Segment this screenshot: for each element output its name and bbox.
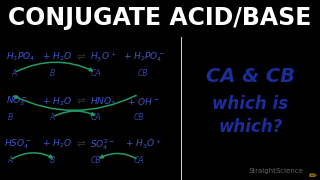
Text: StraightScience: StraightScience xyxy=(248,168,303,174)
Text: ✏: ✏ xyxy=(309,171,317,180)
Text: + $H_2O$: + $H_2O$ xyxy=(42,51,72,63)
Text: $H_3O^+$: $H_3O^+$ xyxy=(90,50,117,64)
Text: + $OH^-$: + $OH^-$ xyxy=(126,96,159,107)
Text: $NO_3^-$: $NO_3^-$ xyxy=(6,94,28,108)
Text: CONJUGATE ACID/BASE: CONJUGATE ACID/BASE xyxy=(8,6,312,30)
Text: CA: CA xyxy=(91,69,102,78)
Text: CB: CB xyxy=(137,69,148,78)
Text: $\rightleftharpoons$: $\rightleftharpoons$ xyxy=(74,139,86,149)
Text: A: A xyxy=(50,113,55,122)
Text: CA & CB: CA & CB xyxy=(206,68,295,86)
Text: + $H_2O$: + $H_2O$ xyxy=(42,95,72,107)
Text: CA: CA xyxy=(133,156,144,165)
Text: $H_3PO_4$: $H_3PO_4$ xyxy=(6,51,35,63)
Text: + $H_2PO_4^-$: + $H_2PO_4^-$ xyxy=(123,50,165,64)
Text: $\rightleftharpoons$: $\rightleftharpoons$ xyxy=(74,96,86,107)
Text: $HSO_4^-$: $HSO_4^-$ xyxy=(4,138,32,151)
Text: CB: CB xyxy=(91,156,102,165)
Text: CB: CB xyxy=(133,113,144,122)
Text: CA: CA xyxy=(91,113,102,122)
Text: $SO_4^{2-}$: $SO_4^{2-}$ xyxy=(90,137,116,152)
Text: A: A xyxy=(12,69,17,78)
Text: $HNO_3$: $HNO_3$ xyxy=(90,95,116,107)
Text: B: B xyxy=(7,113,13,122)
Text: which is
which?: which is which? xyxy=(212,95,288,136)
Text: B: B xyxy=(50,156,55,165)
Text: B: B xyxy=(50,69,55,78)
Text: + $H_3O^+$: + $H_3O^+$ xyxy=(124,138,162,151)
Text: + $H_2O$: + $H_2O$ xyxy=(42,138,72,150)
Text: $\rightleftharpoons$: $\rightleftharpoons$ xyxy=(74,52,86,62)
Text: A: A xyxy=(7,156,13,165)
